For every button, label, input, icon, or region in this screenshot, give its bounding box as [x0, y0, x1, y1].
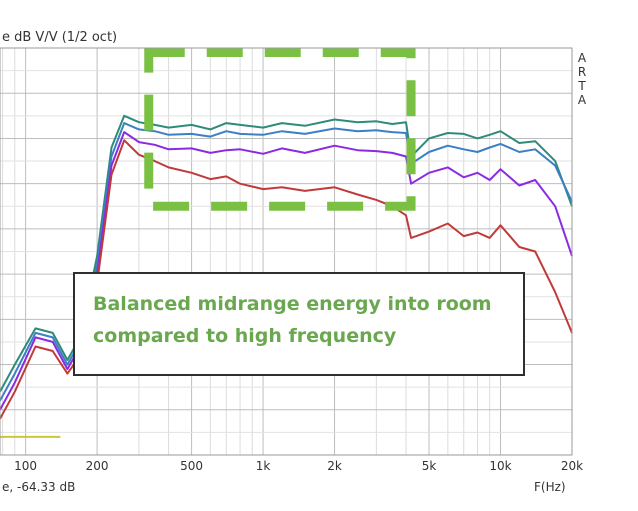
annotation-box: Balanced midrange energy into room compa… — [73, 272, 525, 376]
x-axis-label: F(Hz) — [534, 480, 566, 494]
watermark-letter: A — [578, 51, 587, 65]
cursor-readout: e, -64.33 dB — [2, 480, 75, 494]
annotation-line-1: Balanced midrange energy into room — [93, 293, 492, 315]
highlight-dashed-box — [144, 48, 416, 211]
x-tick-label: 2k — [327, 459, 342, 473]
x-tick-label: 1k — [256, 459, 271, 473]
grid — [0, 47, 573, 456]
x-tick-label: 200 — [86, 459, 109, 473]
watermark-letter: A — [578, 93, 587, 107]
x-tick-label: 500 — [180, 459, 203, 473]
watermark-letter: T — [577, 79, 586, 93]
x-tick-label: 20k — [561, 459, 583, 473]
x-tick-label: 5k — [422, 459, 437, 473]
y-axis-label: e dB V/V (1/2 oct) — [2, 30, 117, 45]
x-tick-label: 100 — [14, 459, 37, 473]
watermark-letter: R — [578, 65, 586, 79]
x-tick-labels: 100 200 500 1k 2k 5k 10k 20k — [14, 459, 583, 473]
plot-frame — [0, 47, 573, 456]
x-tick-label: 10k — [489, 459, 511, 473]
annotation-line-2: compared to high frequency — [93, 325, 397, 347]
highlight-box-layer — [144, 48, 416, 211]
